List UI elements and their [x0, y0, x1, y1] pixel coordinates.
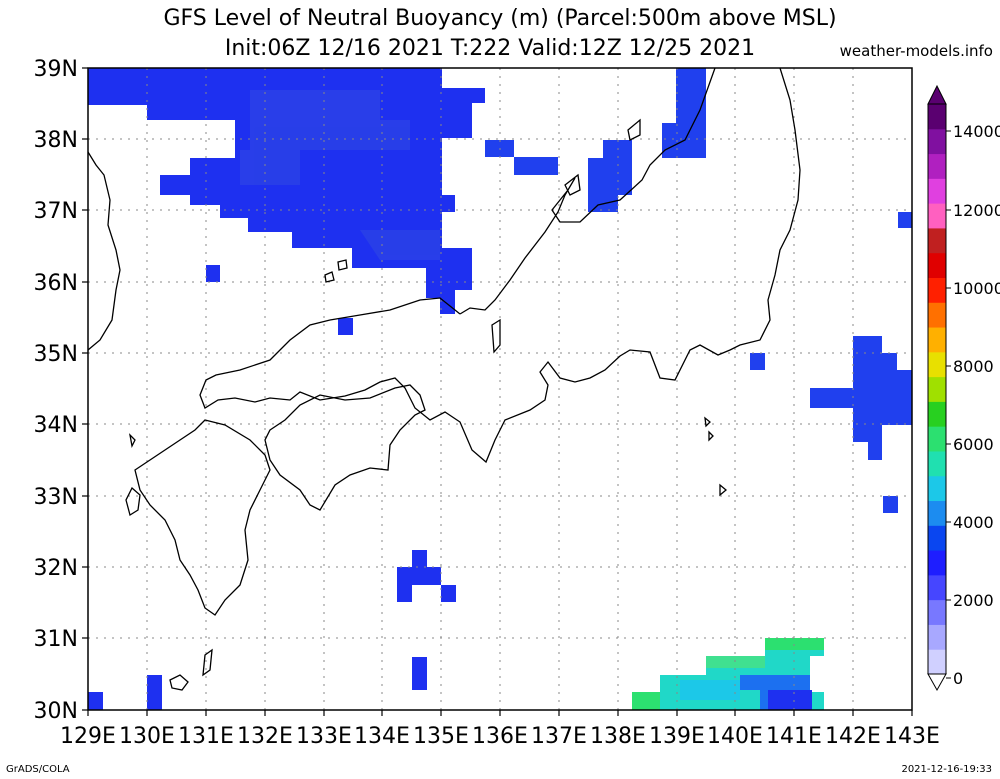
- colorbar-swatch: [928, 426, 946, 452]
- shikoku-coast: [264, 384, 426, 511]
- colorbar-label: 14000: [953, 122, 1000, 141]
- lon-label: 130E: [119, 724, 175, 749]
- colorbar-swatch: [928, 153, 946, 179]
- lon-labels: 129E 130E 131E 132E 133E 134E 135E 136E …: [60, 724, 940, 749]
- field-blue-sea: [485, 68, 912, 513]
- colorbar-swatch: [928, 203, 946, 229]
- colorbar-swatch: [928, 327, 946, 353]
- honshu-coast: [459, 68, 716, 315]
- goto-islands: [125, 486, 141, 517]
- tsushima: [128, 433, 136, 449]
- lat-label: 36N: [34, 271, 78, 296]
- lat-label: 37N: [34, 199, 78, 224]
- colorbar-swatch: [928, 227, 946, 254]
- colorbar-label: 2000: [953, 591, 994, 610]
- island-south: [169, 674, 189, 691]
- lat-label: 34N: [34, 413, 78, 438]
- field-blue-south: [88, 550, 456, 710]
- field-blue-north-inner: [240, 90, 440, 260]
- colorbar-label: 0: [953, 669, 963, 688]
- colorbar-swatch: [928, 574, 946, 601]
- oki-2: [337, 259, 348, 271]
- lat-label: 39N: [34, 57, 78, 82]
- lat-label: 32N: [34, 556, 78, 581]
- lon-label: 137E: [531, 724, 587, 749]
- colorbar-swatch: [928, 302, 946, 328]
- lon-label: 142E: [825, 724, 881, 749]
- lon-label: 139E: [649, 724, 705, 749]
- colorbar-label: 10000: [953, 279, 1000, 298]
- korea-coast: [88, 151, 121, 351]
- lake-biwa: [564, 173, 581, 196]
- colorbar-label: 6000: [953, 435, 994, 454]
- colorbar-swatch: [928, 104, 946, 130]
- colorbar-swatch: [928, 178, 946, 204]
- colorbar-swatch: [928, 624, 946, 650]
- kyushu-coast: [134, 419, 271, 616]
- footer-left: GrADS/COLA: [6, 764, 70, 775]
- colorbar-label: 12000: [953, 201, 1000, 220]
- lat-label: 33N: [34, 485, 78, 510]
- colorbar-swatch: [928, 599, 946, 625]
- lat-label: 35N: [34, 342, 78, 367]
- colorbar-bottom-arrow: [927, 673, 947, 692]
- colorbar-swatch: [928, 475, 946, 502]
- honshu-east: [199, 68, 801, 464]
- footer-right: 2021-12-16-19:33: [901, 764, 992, 775]
- colorbar-swatch: [928, 525, 946, 551]
- colorbar-swatch: [928, 277, 946, 303]
- sado: [627, 118, 641, 141]
- field-warm-south: [632, 638, 824, 710]
- awaji: [491, 318, 501, 354]
- lat-labels: 39N 38N 37N 36N 35N 34N 33N 32N 31N 30N: [34, 57, 78, 724]
- lon-label: 133E: [296, 724, 352, 749]
- lon-label: 134E: [354, 724, 410, 749]
- colorbar-swatch: [928, 376, 946, 402]
- coastlines: [88, 68, 801, 691]
- lon-label: 132E: [237, 724, 293, 749]
- credit-text: weather-models.info: [839, 42, 993, 60]
- lon-label: 131E: [178, 724, 234, 749]
- axis-ticks: [82, 67, 913, 716]
- colorbar: 14000 12000 10000 8000 6000 4000 2000 0: [927, 84, 1000, 692]
- colorbar-swatch: [928, 401, 946, 427]
- colorbar-swatch: [928, 550, 946, 576]
- colorbar-swatch: [928, 351, 946, 378]
- colorbar-swatch: [928, 128, 946, 155]
- lon-label: 129E: [60, 724, 116, 749]
- lon-label: 141E: [766, 724, 822, 749]
- chart-subtitle: Init:06Z 12/16 2021 T:222 Valid:12Z 12/2…: [224, 36, 756, 61]
- colorbar-swatch: [928, 252, 946, 278]
- lat-label: 38N: [34, 128, 78, 153]
- lat-label: 31N: [34, 627, 78, 652]
- colorbar-swatch: [928, 649, 946, 675]
- oki: [324, 271, 335, 283]
- colorbar-label: 8000: [953, 357, 994, 376]
- izu-islands: [704, 416, 728, 497]
- lon-label: 136E: [472, 724, 528, 749]
- island-south-2: [202, 648, 213, 677]
- lon-label: 138E: [590, 724, 646, 749]
- lon-label: 143E: [884, 724, 940, 749]
- lon-label: 140E: [707, 724, 763, 749]
- gridlines: [88, 68, 912, 710]
- lon-label: 135E: [413, 724, 469, 749]
- colorbar-swatch: [928, 500, 946, 526]
- colorbar-label: 4000: [953, 513, 994, 532]
- lat-label: 30N: [34, 699, 78, 724]
- chart-title: GFS Level of Neutral Buoyancy (m) (Parce…: [163, 6, 837, 31]
- colorbar-top-arrow: [927, 84, 947, 105]
- colorbar-swatches: [928, 104, 946, 675]
- colorbar-swatch: [928, 450, 946, 477]
